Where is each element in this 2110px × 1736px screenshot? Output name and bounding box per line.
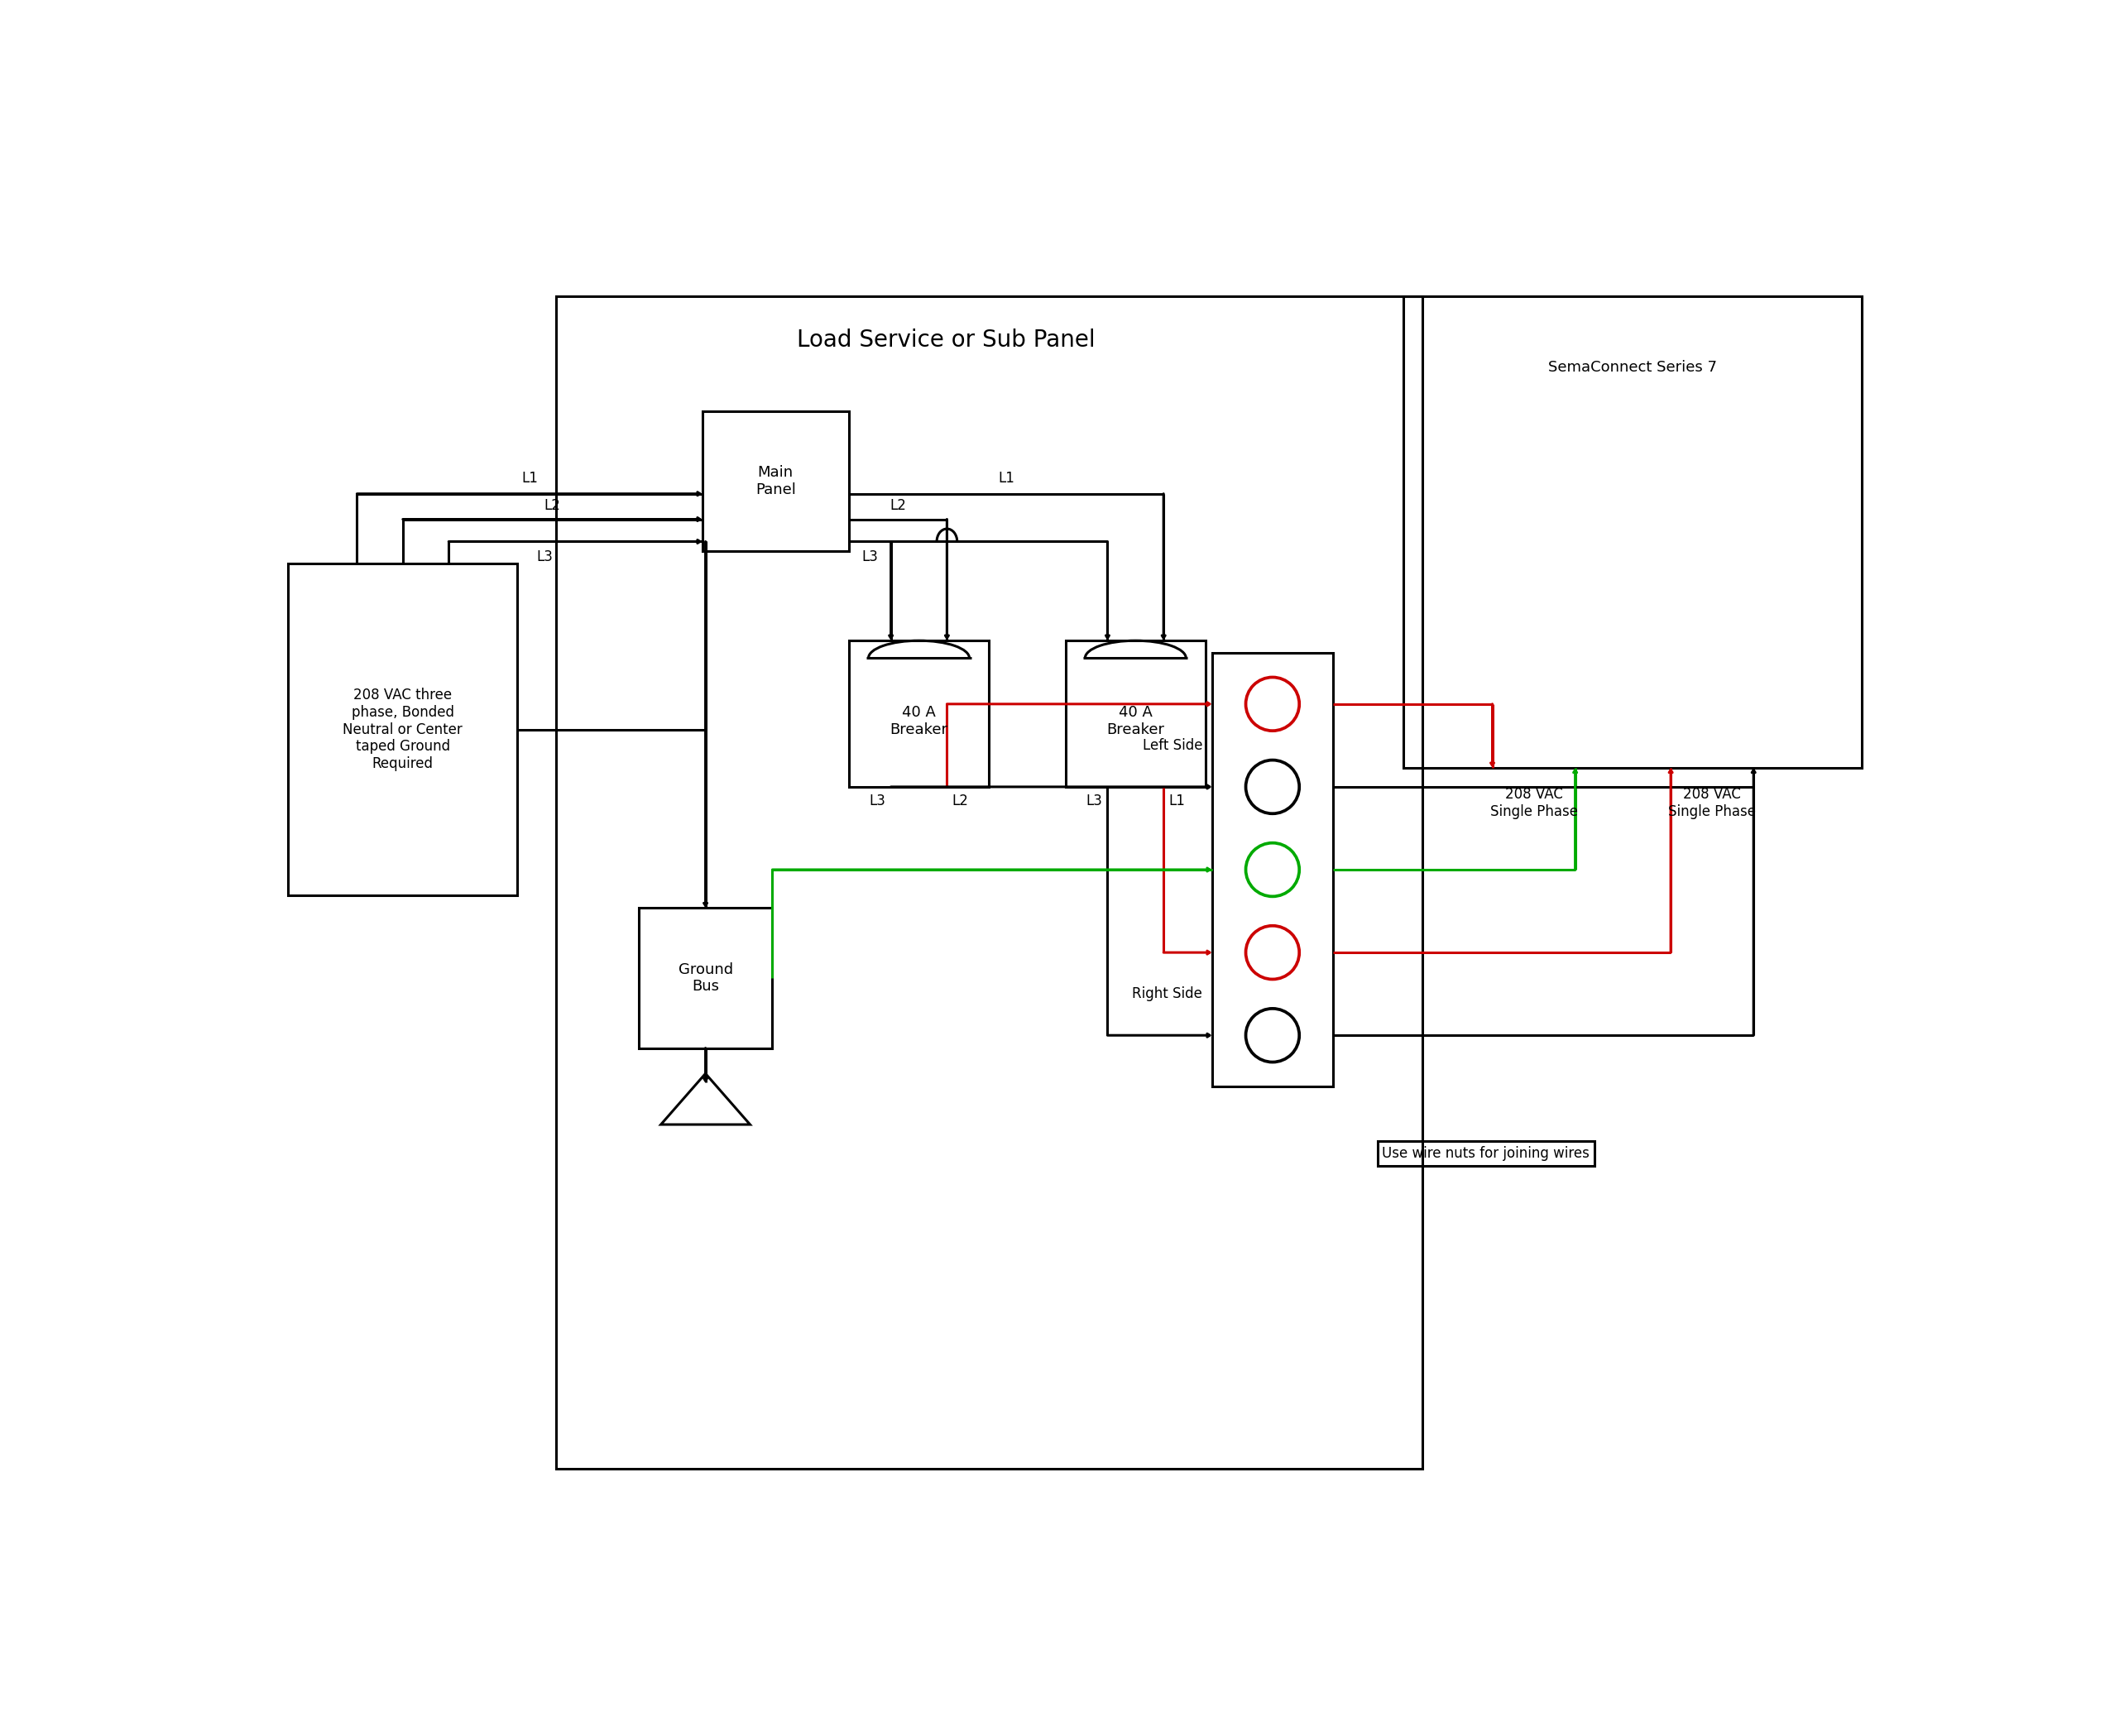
Bar	[555, 297, 1422, 1469]
Text: L3: L3	[536, 549, 553, 564]
Text: L1: L1	[998, 470, 1015, 486]
Bar	[639, 908, 772, 1049]
Text: L1: L1	[1169, 793, 1186, 809]
Text: 208 VAC
Single Phase: 208 VAC Single Phase	[1669, 786, 1756, 819]
Text: SemaConnect Series 7: SemaConnect Series 7	[1549, 359, 1718, 375]
Text: Left Side: Left Side	[1142, 738, 1203, 753]
Text: 208 VAC three
phase, Bonded
Neutral or Center
taped Ground
Required: 208 VAC three phase, Bonded Neutral or C…	[344, 687, 462, 771]
Text: 40 A
Breaker: 40 A Breaker	[1106, 705, 1165, 738]
Bar	[1403, 297, 1861, 767]
Text: L2: L2	[890, 498, 905, 512]
Text: L1: L1	[521, 470, 538, 486]
Text: L3: L3	[861, 549, 878, 564]
Text: Right Side: Right Side	[1133, 986, 1203, 1002]
Text: L2: L2	[952, 793, 968, 809]
Text: Main
Panel: Main Panel	[755, 465, 795, 496]
Text: Ground
Bus: Ground Bus	[677, 962, 732, 995]
Bar	[1211, 653, 1334, 1087]
Bar	[703, 411, 848, 550]
Text: 208 VAC
Single Phase: 208 VAC Single Phase	[1490, 786, 1578, 819]
Bar	[289, 564, 517, 896]
Bar	[848, 641, 990, 786]
Text: Use wire nuts for joining wires: Use wire nuts for joining wires	[1382, 1146, 1589, 1161]
Text: L2: L2	[544, 498, 561, 512]
Bar	[1066, 641, 1205, 786]
Text: 40 A
Breaker: 40 A Breaker	[890, 705, 947, 738]
Text: Load Service or Sub Panel: Load Service or Sub Panel	[795, 328, 1095, 351]
Text: L3: L3	[1087, 793, 1101, 809]
Text: L3: L3	[869, 793, 886, 809]
